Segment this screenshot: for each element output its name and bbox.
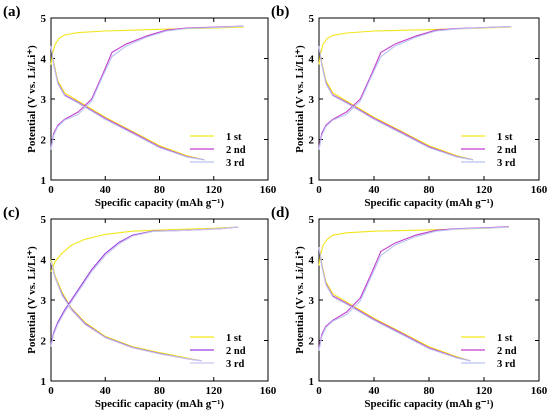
x-tick-label: 80 xyxy=(424,385,436,397)
chart-panel-1: 0 40 80 120 160 1 2 3 4 5 Specific capacity (mAh g… xyxy=(3,4,277,209)
y-tick-label: 2 xyxy=(41,336,47,348)
x-tick-label: 80 xyxy=(154,184,166,196)
y-tick-label: 1 xyxy=(41,376,47,388)
series-2-discharge-curve xyxy=(50,46,205,161)
series-2-charge-curve xyxy=(318,226,509,349)
x-tick-label: 160 xyxy=(531,385,548,397)
legend-label: 3 rd xyxy=(497,359,516,370)
x-tick-label: 80 xyxy=(154,385,166,397)
series-3-discharge-curve xyxy=(50,46,205,161)
x-tick-label: 160 xyxy=(260,385,277,397)
series-3-charge-curve xyxy=(318,226,509,351)
legend-label: 1 st xyxy=(497,132,513,143)
series-1-discharge-curve xyxy=(318,46,474,161)
legend-label: 3 rd xyxy=(226,359,245,370)
x-tick-label: 80 xyxy=(424,184,436,196)
y-tick-label: 1 xyxy=(309,175,315,187)
legend-label: 3 rd xyxy=(226,158,245,169)
panel-label: (a) xyxy=(3,4,21,20)
x-tick-label: 120 xyxy=(476,385,493,397)
series-1-discharge-curve xyxy=(50,259,202,362)
y-tick-label: 1 xyxy=(41,175,47,187)
series-3-charge-curve xyxy=(318,25,512,150)
legend-label: 1 st xyxy=(226,333,242,344)
y-tick-label: 5 xyxy=(41,214,47,226)
series-3-charge-curve xyxy=(50,25,244,150)
x-tick-label: 160 xyxy=(531,184,548,196)
panel-label: (d) xyxy=(271,205,289,221)
series-1-discharge-curve xyxy=(318,247,471,362)
y-tick-label: 3 xyxy=(309,94,315,106)
panel-label: (b) xyxy=(271,4,289,20)
series-2-charge-curve xyxy=(318,25,512,148)
series-1-charge-curve xyxy=(318,226,509,266)
x-tick-label: 120 xyxy=(206,385,223,397)
x-tick-label: 0 xyxy=(48,385,54,397)
y-axis-title: Potential (V vs. Li/Li⁺) xyxy=(294,246,306,354)
series-2-charge-curve xyxy=(50,25,244,148)
x-tick-label: 40 xyxy=(369,385,381,397)
y-tick-label: 5 xyxy=(309,13,315,25)
x-tick-label: 40 xyxy=(100,184,112,196)
y-tick-label: 5 xyxy=(309,214,315,226)
x-tick-label: 120 xyxy=(476,184,493,196)
x-axis-title: Specific capacity (mAh g⁻¹) xyxy=(364,398,494,410)
series-2-charge-curve xyxy=(50,226,239,345)
legend-label: 2 nd xyxy=(226,346,246,357)
x-tick-label: 0 xyxy=(316,385,322,397)
x-axis-title: Specific capacity (mAh g⁻¹) xyxy=(95,398,225,410)
series-1-discharge-curve xyxy=(50,46,205,161)
y-tick-label: 1 xyxy=(309,376,315,388)
y-axis-title: Potential (V vs. Li/Li⁺) xyxy=(294,45,306,153)
panel-label: (c) xyxy=(3,205,20,221)
y-tick-label: 5 xyxy=(41,13,47,25)
x-tick-label: 120 xyxy=(206,184,223,196)
x-axis-title: Specific capacity (mAh g⁻¹) xyxy=(95,197,225,209)
series-1-charge-curve xyxy=(318,26,512,65)
series-2-discharge-curve xyxy=(318,46,474,161)
x-axis-title: Specific capacity (mAh g⁻¹) xyxy=(364,197,494,209)
x-tick-label: 40 xyxy=(369,184,381,196)
y-tick-label: 4 xyxy=(41,54,47,66)
series-3-charge-curve xyxy=(50,226,239,347)
x-tick-label: 0 xyxy=(316,184,322,196)
legend-label: 2 nd xyxy=(226,145,246,156)
y-axis-title: Potential (V vs. Li/Li⁺) xyxy=(26,45,38,153)
y-tick-label: 2 xyxy=(41,135,47,147)
legend-label: 2 nd xyxy=(497,346,517,357)
series-3-discharge-curve xyxy=(50,261,202,362)
y-tick-label: 2 xyxy=(309,336,315,348)
y-tick-label: 3 xyxy=(41,295,47,307)
y-tick-label: 3 xyxy=(309,295,315,307)
series-3-discharge-curve xyxy=(318,46,474,161)
chart-panel-4: 0 40 80 120 160 1 2 3 4 5 Specific capacity (mAh g… xyxy=(271,205,548,410)
legend-label: 1 st xyxy=(226,132,242,143)
y-tick-label: 3 xyxy=(41,94,47,106)
y-tick-label: 4 xyxy=(41,255,47,267)
series-1-charge-curve xyxy=(50,26,244,65)
legend-label: 2 nd xyxy=(497,145,517,156)
y-axis-title: Potential (V vs. Li/Li⁺) xyxy=(26,246,38,354)
chart-panel-3: 0 40 80 120 160 1 2 3 4 5 Specific capacity (mAh g… xyxy=(3,205,277,410)
y-tick-label: 4 xyxy=(309,255,315,267)
x-tick-label: 160 xyxy=(260,184,277,196)
series-2-discharge-curve xyxy=(318,247,471,362)
x-tick-label: 0 xyxy=(48,184,54,196)
series-1-charge-curve xyxy=(50,226,239,272)
chart-panel-2: 0 40 80 120 160 1 2 3 4 5 Specific capacity (mAh g… xyxy=(271,4,548,209)
y-tick-label: 2 xyxy=(309,135,315,147)
series-3-discharge-curve xyxy=(318,247,471,362)
legend-label: 1 st xyxy=(497,333,513,344)
y-tick-label: 4 xyxy=(309,54,315,66)
legend-label: 3 rd xyxy=(497,158,516,169)
x-tick-label: 40 xyxy=(100,385,112,397)
